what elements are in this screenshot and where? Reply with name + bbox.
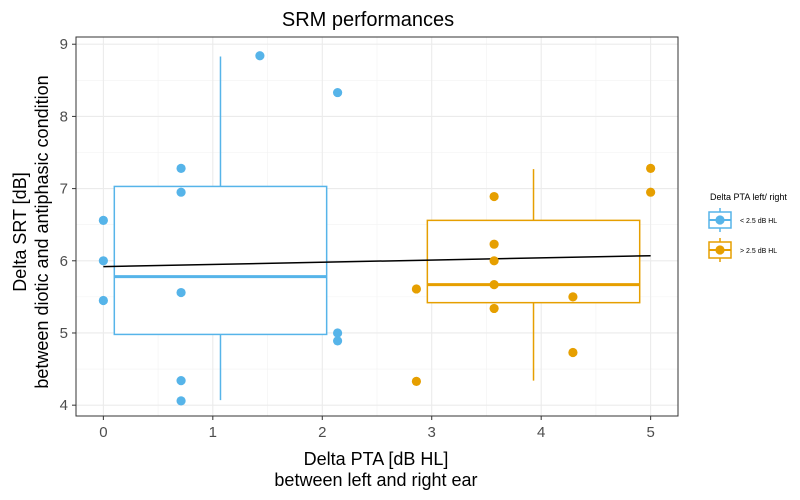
box-iqr [113,185,328,336]
x-tick-label: 4 [537,424,545,441]
box-series-0 [113,56,328,401]
x-axis-label-line2: between left and right ear [274,470,477,490]
y-axis-label-line1: Delta SRT [dB] [10,172,30,291]
legend-key-point [715,245,725,255]
data-point [646,187,656,197]
x-tick-label: 2 [318,424,326,441]
points [98,51,656,406]
box-iqr [426,219,641,304]
y-tick-label: 9 [60,36,68,53]
data-point [568,292,578,302]
x-axis: 0 1 2 3 4 5 [99,416,655,441]
x-tick-label: 5 [646,424,654,441]
boxes [113,56,641,401]
y-tick-label: 6 [60,253,68,270]
data-point [176,396,186,406]
data-point [489,303,499,314]
legend-label: > 2.5 dB HL [740,248,777,255]
y-tick-label: 8 [60,108,68,125]
data-point [489,239,499,249]
data-point [489,256,499,266]
data-point [98,256,108,266]
data-point [411,284,422,294]
x-tick-label: 1 [209,424,217,441]
data-point [332,328,343,338]
x-tick-label: 0 [99,424,107,441]
data-point [332,336,343,346]
data-point [98,295,108,306]
y-tick-label: 5 [60,325,68,342]
legend-entry: > 2.5 dB HL [708,238,777,262]
data-point [332,87,343,98]
data-point [568,347,578,358]
y-axis-label-line2: between diotic and antiphasic condition [32,75,52,388]
legend-label: < 2.5 dB HL [740,218,777,225]
legend-entry: < 2.5 dB HL [708,208,777,232]
data-point [176,187,186,197]
y-tick-label: 4 [60,397,68,414]
data-point [176,287,186,298]
box-series-1 [426,169,641,381]
y-axis: 4 5 6 7 8 9 [60,36,76,414]
x-tick-label: 3 [428,424,436,441]
x-axis-label-line1: Delta PTA [dB HL] [304,449,449,469]
data-point [489,191,499,202]
data-point [98,215,108,225]
panel-border [75,36,679,417]
legend: Delta PTA left/ right < 2.5 dB HL > 2.5 d… [708,192,787,262]
data-point [411,376,422,386]
data-point [255,51,265,61]
trend-line [103,254,651,268]
trend-line-group [103,254,651,268]
data-point [176,376,186,386]
data-point [489,280,499,290]
chart-title: SRM performances [282,9,454,31]
legend-title: Delta PTA left/ right [710,192,787,202]
data-point [176,163,186,173]
data-point [646,163,656,173]
legend-key-point [715,215,725,225]
y-tick-label: 7 [60,181,68,198]
